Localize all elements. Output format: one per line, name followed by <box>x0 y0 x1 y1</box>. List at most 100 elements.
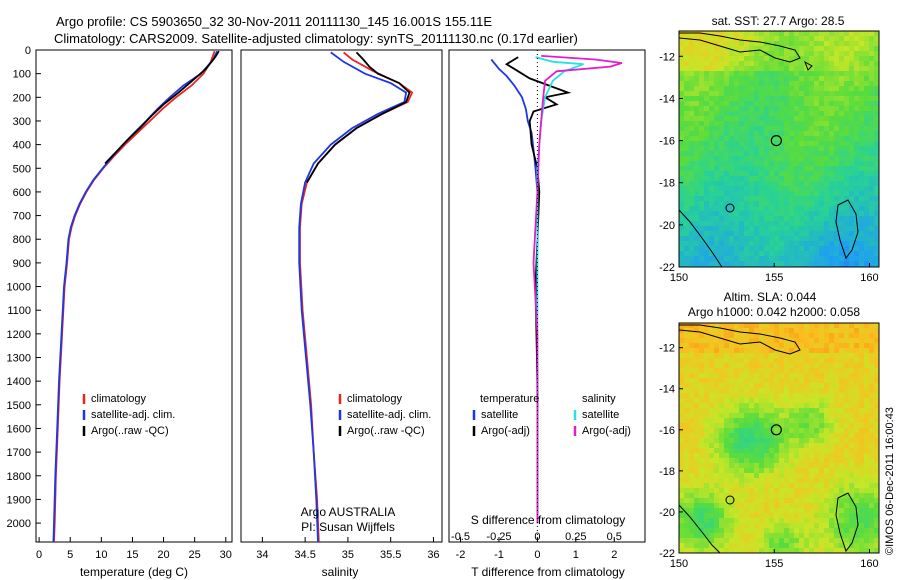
map-cell <box>819 448 825 454</box>
map-cell <box>844 533 850 539</box>
map-cell <box>739 206 745 212</box>
map-cell <box>689 508 695 514</box>
map-cell <box>699 91 705 97</box>
map-cell <box>844 251 850 257</box>
map-cell <box>774 226 780 232</box>
map-cell <box>814 518 820 524</box>
map-cell <box>679 101 685 107</box>
map-cell <box>754 236 760 242</box>
map-cell <box>824 503 830 509</box>
map-cell <box>714 393 720 399</box>
map-cell <box>794 453 800 459</box>
map-cell <box>684 251 690 257</box>
map-cell <box>804 403 810 409</box>
map-cell <box>854 261 860 267</box>
map-cell <box>759 498 765 504</box>
map-cell <box>794 221 800 227</box>
map-cell <box>709 191 715 197</box>
map-cell <box>789 71 795 77</box>
map-cell <box>684 533 690 539</box>
map-cell <box>774 41 780 47</box>
map-cell <box>839 323 845 329</box>
map-cell <box>744 181 750 187</box>
map-cell <box>679 236 685 242</box>
map-cell <box>709 538 715 544</box>
map-cell <box>769 328 775 334</box>
map-cell <box>834 418 840 424</box>
map-cell <box>859 136 865 142</box>
x-tick-label: 20 <box>157 549 169 561</box>
map-cell <box>749 428 755 434</box>
map-cell <box>709 181 715 187</box>
map-cell <box>829 443 835 449</box>
map-cell <box>714 71 720 77</box>
map-cell <box>829 141 835 147</box>
map-cell <box>784 256 790 262</box>
map-cell <box>834 498 840 504</box>
map-cell <box>824 328 830 334</box>
map-cell <box>784 106 790 112</box>
map-cell <box>854 523 860 529</box>
map-cell <box>704 251 710 257</box>
map-cell <box>874 478 879 484</box>
map-cell <box>809 136 815 142</box>
map-cell <box>869 186 875 192</box>
map-cell <box>709 261 715 267</box>
map-cell <box>824 251 830 257</box>
map-cell <box>839 176 845 182</box>
map-cell <box>689 231 695 237</box>
map-cell <box>784 56 790 62</box>
map-cell <box>679 126 685 132</box>
map-cell <box>744 528 750 534</box>
map-cell <box>769 196 775 202</box>
map-cell <box>789 96 795 102</box>
map-cell <box>769 161 775 167</box>
map-cell <box>819 388 825 394</box>
map-cell <box>839 418 845 424</box>
map-cell <box>864 86 870 92</box>
map-cell <box>874 523 879 529</box>
map-cell <box>694 66 700 72</box>
map-cell <box>734 398 740 404</box>
map-cell <box>859 548 865 553</box>
map-cell <box>834 96 840 102</box>
map-cell <box>849 241 855 247</box>
map-cell <box>694 328 700 334</box>
map-cell <box>734 181 740 187</box>
map-cell <box>809 126 815 132</box>
map-cell <box>729 333 735 339</box>
map-cell <box>704 358 710 364</box>
legend-label: Argo(-adj) <box>582 425 631 437</box>
map-cell <box>834 338 840 344</box>
map-cell <box>714 368 720 374</box>
map-cell <box>839 221 845 227</box>
map-cell <box>679 323 685 329</box>
map-cell <box>864 66 870 72</box>
map-cell <box>774 483 780 489</box>
map-cell <box>684 161 690 167</box>
map-cell <box>869 91 875 97</box>
map-cell <box>694 528 700 534</box>
map-cell <box>679 538 685 544</box>
map-cell <box>774 61 780 67</box>
map-cell <box>859 328 865 334</box>
map-cell <box>764 56 770 62</box>
map-cell <box>704 236 710 242</box>
map-cell <box>739 548 745 553</box>
map-cell <box>774 343 780 349</box>
map-cell <box>714 211 720 217</box>
map-cell <box>689 398 695 404</box>
map-cell <box>744 503 750 509</box>
map-cell <box>874 538 879 544</box>
map-cell <box>769 56 775 62</box>
map-cell <box>694 201 700 207</box>
map-cell <box>734 358 740 364</box>
map-cell <box>684 241 690 247</box>
s-tick-label: 0 <box>534 531 540 543</box>
map-cell <box>859 196 865 202</box>
map-cell <box>874 186 879 192</box>
map-cell <box>719 503 725 509</box>
map-cell <box>824 548 830 553</box>
map-cell <box>734 488 740 494</box>
